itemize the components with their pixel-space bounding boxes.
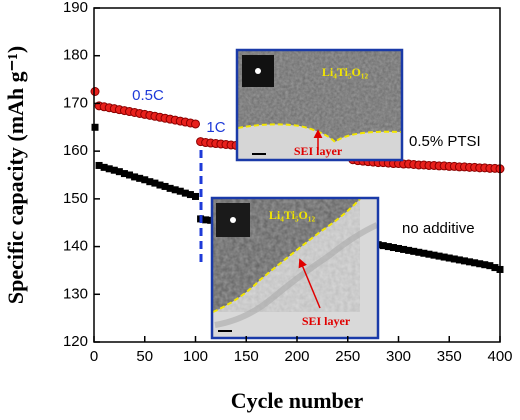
data-point xyxy=(202,216,210,224)
data-point xyxy=(100,163,108,171)
data-point xyxy=(141,176,149,184)
data-point xyxy=(430,251,438,259)
series-label: 0.5% PTSI xyxy=(409,133,481,150)
data-point xyxy=(176,187,184,195)
data-point xyxy=(425,250,433,258)
y-tick-label: 190 xyxy=(63,0,88,16)
data-point xyxy=(207,216,215,224)
x-tick-label: 50 xyxy=(136,348,153,365)
data-point xyxy=(192,192,199,200)
data-point xyxy=(120,170,128,178)
inset-note: SEI layer xyxy=(294,144,343,158)
annotation: 1C xyxy=(206,119,225,136)
data-point xyxy=(455,256,463,264)
data-point xyxy=(405,246,413,254)
data-point xyxy=(105,165,113,173)
data-point xyxy=(156,181,164,189)
data-point xyxy=(166,184,174,192)
data-point xyxy=(181,189,189,197)
data-point xyxy=(481,261,489,269)
x-tick-label: 150 xyxy=(234,348,259,365)
data-point xyxy=(435,252,443,260)
data-point xyxy=(486,262,494,270)
data-point xyxy=(90,87,100,96)
data-point xyxy=(389,244,397,252)
data-point xyxy=(400,245,408,253)
data-point xyxy=(171,186,179,194)
y-tick-label: 180 xyxy=(63,47,88,64)
data-point xyxy=(379,242,387,250)
data-point xyxy=(491,264,499,272)
inset-top: Li₄Ti₅O₁₂ SEI layer xyxy=(235,48,404,162)
data-point xyxy=(420,249,428,257)
data-point xyxy=(466,258,474,266)
y-tick-label: 160 xyxy=(63,142,88,159)
data-point xyxy=(110,166,118,174)
data-point xyxy=(186,191,194,199)
y-tick-label: 140 xyxy=(63,238,88,255)
data-point xyxy=(146,178,154,186)
data-point xyxy=(445,254,453,262)
data-point xyxy=(126,171,134,179)
y-tick-label: 120 xyxy=(63,333,88,350)
data-point xyxy=(95,161,103,169)
x-tick-label: 350 xyxy=(437,348,462,365)
y-tick-label: 130 xyxy=(63,285,88,302)
x-tick-label: 200 xyxy=(284,348,309,365)
data-point xyxy=(415,248,423,256)
data-point xyxy=(395,244,402,252)
data-point xyxy=(440,253,448,261)
data-point xyxy=(476,260,484,268)
data-point xyxy=(191,119,200,129)
x-tick-label: 100 xyxy=(183,348,208,365)
data-point xyxy=(91,123,99,131)
data-point xyxy=(131,173,139,181)
x-tick-label: 0 xyxy=(90,348,98,365)
x-tick-label: 250 xyxy=(335,348,360,365)
annotation: 0.5C xyxy=(132,87,164,104)
inset-bottom: Li₄Ti₅O₁₂ SEI layer xyxy=(210,196,380,340)
series-label: no additive xyxy=(402,220,475,237)
data-point xyxy=(460,257,468,265)
data-point xyxy=(471,259,479,267)
inset-label: Li₄Ti₅O₁₂ xyxy=(322,65,369,79)
x-axis-title: Cycle number xyxy=(231,388,364,413)
data-point xyxy=(115,168,123,176)
inset-label: Li₄Ti₅O₁₂ xyxy=(269,208,316,222)
data-point xyxy=(151,179,159,187)
y-tick-label: 170 xyxy=(63,94,88,111)
y-axis-title: Specific capacity (mAh g⁻¹) xyxy=(3,46,28,304)
data-point xyxy=(384,243,392,251)
inset-note: SEI layer xyxy=(302,314,351,328)
data-point xyxy=(410,247,418,255)
data-point xyxy=(450,255,458,263)
x-tick-label: 400 xyxy=(487,348,512,365)
data-point xyxy=(161,182,169,190)
y-tick-label: 150 xyxy=(63,190,88,207)
data-point xyxy=(136,174,144,182)
x-tick-label: 300 xyxy=(386,348,411,365)
